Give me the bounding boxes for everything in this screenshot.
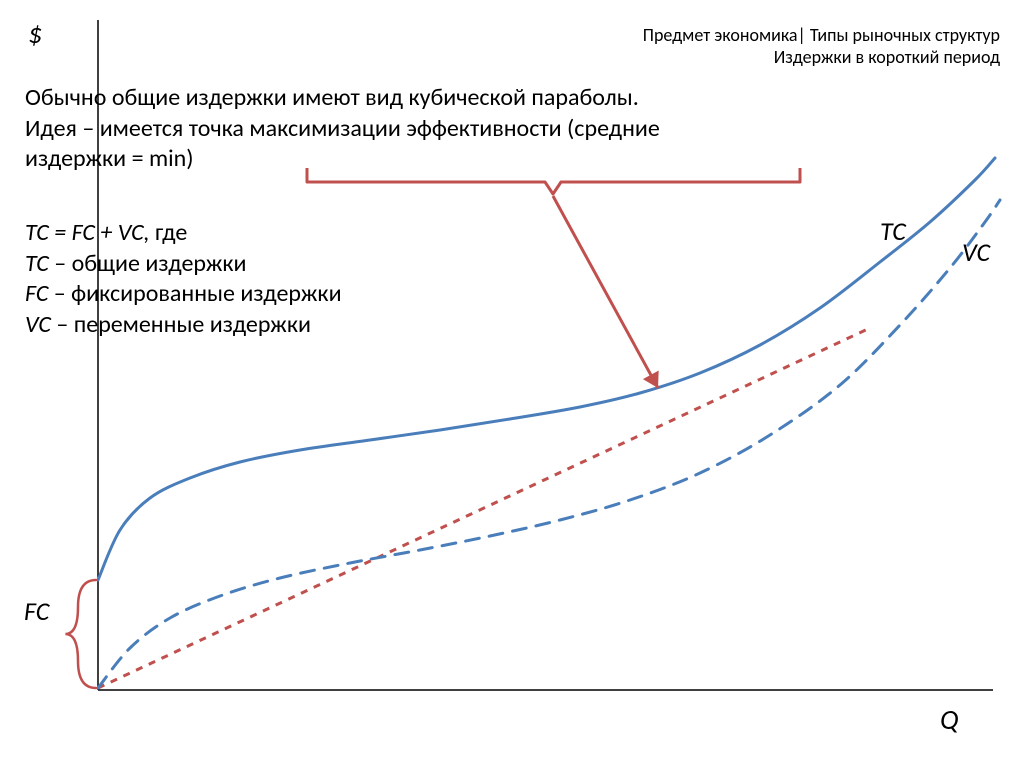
body-line-2: Идея – имеется точка максимизации эффект… xyxy=(25,114,815,145)
tc-prefix: TC xyxy=(25,249,49,278)
vc-rest: – переменные издержки xyxy=(51,310,311,339)
body-line-1: Обычно общие издержки имеют вид кубическ… xyxy=(25,83,815,114)
breadcrumb: Предмет экономика| Типы рыночных структу… xyxy=(480,24,1000,68)
breadcrumb-line-2: Издержки в короткий период xyxy=(480,46,1000,68)
fc-rest: – фиксированные издержки xyxy=(48,279,341,308)
formula-eq: TC = FC + VC, xyxy=(25,218,150,247)
tc-curve-label: TC xyxy=(880,215,906,247)
vc-prefix: VC xyxy=(25,310,51,339)
formula-suffix: где xyxy=(150,218,188,247)
formula-line: TC = FC + VC, где xyxy=(25,218,625,249)
vc-curve-label: VC xyxy=(962,236,990,268)
breadcrumb-line-1: Предмет экономика| Типы рыночных структу… xyxy=(480,24,1000,46)
body-paragraph: Обычно общие издержки имеют вид кубическ… xyxy=(25,83,815,175)
vc-def-line: VC – переменные издержки xyxy=(25,310,625,341)
tc-def-line: TC – общие издержки xyxy=(25,249,625,280)
y-axis-label: $ xyxy=(28,16,42,51)
body-line-3: издержки = min) xyxy=(25,144,815,175)
fc-brace-label: FC xyxy=(24,595,49,627)
fc-def-line: FC – фиксированные издержки xyxy=(25,279,625,310)
x-axis-label: Q xyxy=(940,702,959,737)
tc-rest: – общие издержки xyxy=(49,249,247,278)
formula-block: TC = FC + VC, где TC – общие издержки FC… xyxy=(25,218,625,341)
fc-prefix: FC xyxy=(25,279,48,308)
